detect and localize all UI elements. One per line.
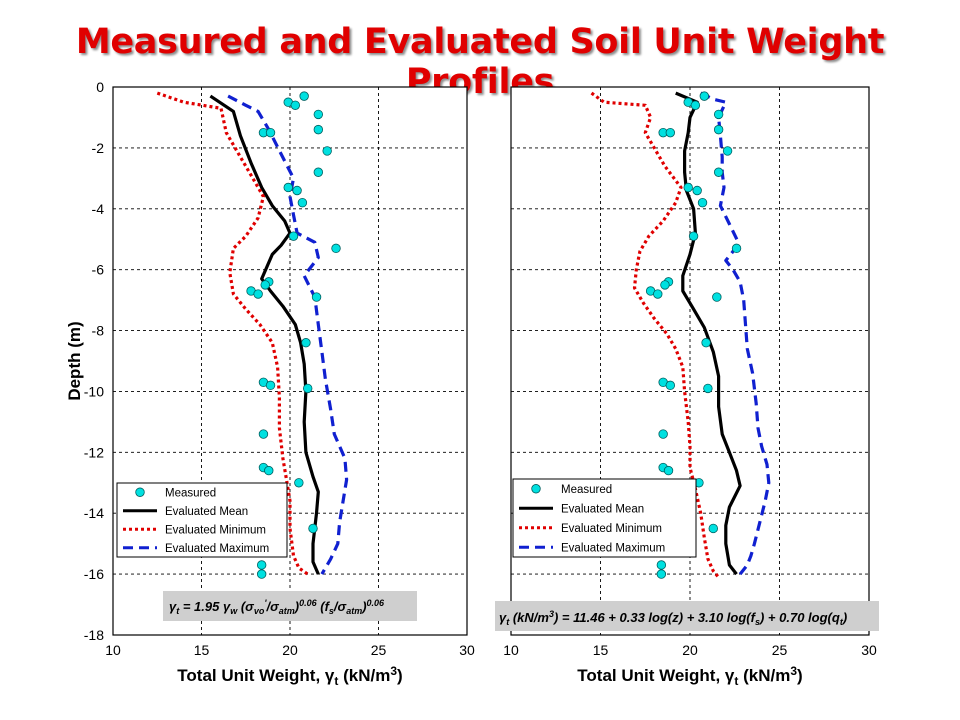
measured-point (701, 338, 711, 348)
x-tick-label: 15 (593, 642, 609, 658)
x-axis-label: Total Unit Weight, γt (kN/m3) (177, 664, 402, 688)
measured-point (713, 109, 724, 120)
measured-point (253, 289, 263, 299)
measured-point (303, 383, 313, 394)
measured-point (290, 100, 301, 110)
measured-point (656, 569, 667, 579)
legend-marker-measured (135, 487, 145, 497)
equation-text: γt = 1.95 γw (σvo'/σatm)0.06 (fs/σatm)0.… (169, 598, 385, 616)
y-tick-label: -14 (84, 505, 104, 521)
x-tick-label: 30 (459, 642, 475, 658)
legend-label: Measured (165, 487, 216, 499)
measured-point (264, 465, 274, 476)
measured-point (656, 560, 667, 570)
equation-box (495, 601, 879, 631)
measured-point (265, 380, 276, 391)
measured-point (708, 523, 718, 534)
x-tick-label: 15 (194, 642, 210, 658)
measured-point (283, 182, 293, 193)
measured-point (297, 197, 308, 208)
measured-point (256, 569, 267, 579)
legend-label: Evaluated Maximum (165, 543, 269, 555)
measured-point (731, 243, 742, 254)
y-tick-label: -6 (92, 262, 105, 278)
y-tick-label: -18 (84, 627, 104, 643)
measured-point (313, 109, 324, 120)
measured-point (703, 383, 713, 394)
series-line-dashed (227, 94, 349, 575)
left-plot: 10 15 20 25 30 0 -2 -4 -6 -8 -10 -12 -14 -16 -18 Measur… (65, 79, 475, 688)
series-line-solid (209, 94, 320, 575)
y-axis-label: Depth (m) (65, 321, 84, 400)
measured-point (299, 91, 309, 101)
legend-box (512, 478, 697, 558)
measured-point (692, 185, 702, 196)
measured-point (688, 231, 699, 241)
measured-point (288, 231, 299, 241)
measured-point (665, 127, 676, 138)
legend-label: Evaluated Mean (165, 506, 248, 518)
measured-point (699, 91, 710, 101)
y-tick-label: -16 (84, 566, 104, 582)
measured-point (301, 338, 311, 348)
measured-point (292, 185, 302, 196)
page-title: Measured and Evaluated Soil Unit Weight … (75, 22, 885, 102)
x-tick-label: 25 (371, 642, 387, 658)
measured-point (311, 292, 322, 302)
legend-label: Evaluated Minimum (561, 523, 662, 535)
measured-point (712, 292, 722, 302)
measured-point (665, 380, 676, 391)
measured-point (663, 465, 674, 476)
series-line-solid (675, 91, 742, 576)
series-line-dotted (156, 91, 309, 576)
legend-label: Evaluated Maximum (561, 542, 665, 554)
measured-point (256, 560, 267, 570)
x-tick-label: 10 (503, 642, 519, 658)
measured-point (308, 523, 318, 534)
x-tick-label: 20 (282, 642, 298, 658)
x-tick-label: 25 (772, 642, 788, 658)
measured-point (697, 197, 708, 208)
y-tick-label: 0 (96, 79, 104, 95)
measured-point (653, 289, 663, 299)
measured-point (313, 124, 324, 135)
measured-point (690, 100, 701, 110)
legend-box (116, 482, 288, 558)
series-line-dotted (590, 91, 720, 579)
measured-point (683, 182, 693, 193)
measured-point (258, 429, 269, 439)
measured-point (322, 146, 332, 156)
legend-label: Measured (561, 484, 612, 496)
legend-label: Evaluated Minimum (165, 524, 266, 536)
y-tick-label: -4 (92, 201, 105, 217)
y-tick-label: -12 (84, 444, 104, 460)
measured-point (658, 429, 668, 439)
measured-point (722, 146, 733, 156)
y-tick-label: -2 (92, 140, 105, 156)
equation-text: γt (kN/m3) = 11.46 + 0.33 log(z) + 3.10 … (499, 609, 847, 627)
x-axis-label: Total Unit Weight, γt (kN/m3) (577, 664, 802, 688)
measured-point (294, 478, 304, 488)
measured-point (260, 280, 270, 290)
legend-label: Evaluated Mean (561, 503, 644, 515)
equation-box (163, 591, 417, 621)
measured-point (331, 243, 341, 254)
series-line-dashed (700, 91, 771, 576)
right-plot: 10 15 20 25 30 Measured Evaluated Mean Evaluate… (495, 86, 879, 688)
y-tick-label: -8 (92, 323, 105, 339)
measured-point (660, 280, 670, 290)
x-tick-label: 20 (682, 642, 698, 658)
legend-marker-measured (531, 484, 541, 494)
measured-point (265, 127, 276, 138)
measured-point (313, 167, 324, 177)
x-tick-label: 10 (105, 642, 121, 658)
measured-point (713, 124, 724, 135)
measured-point (713, 167, 724, 177)
y-tick-label: -10 (84, 383, 104, 399)
x-tick-label: 30 (861, 642, 877, 658)
